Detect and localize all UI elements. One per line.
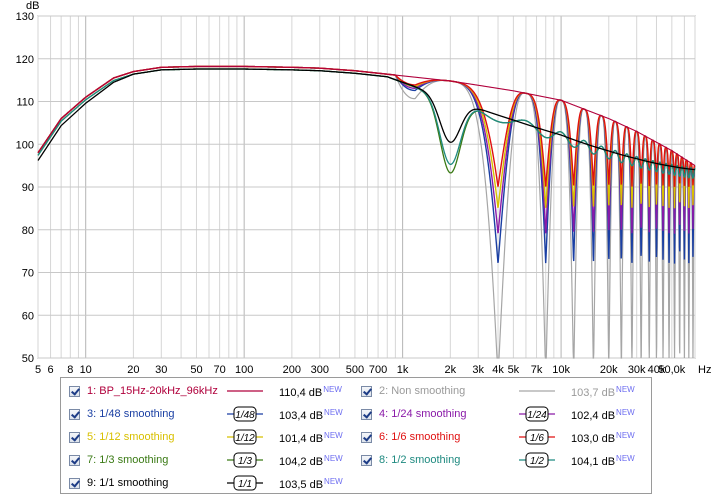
series-toggle-checkbox[interactable] <box>361 386 372 397</box>
legend-series-value: 103,0 dBNEW <box>571 431 635 445</box>
y-axis-unit-label: dB <box>26 0 39 12</box>
x-tick-label: 7k <box>531 364 543 375</box>
legend-series-name: 6: 1/6 smoothing <box>379 431 461 443</box>
series-toggle-checkbox[interactable] <box>69 478 80 489</box>
legend-line-symbol: 1/48 <box>227 406 263 422</box>
x-tick-label: 10 <box>80 364 92 375</box>
series-toggle-checkbox[interactable] <box>69 455 80 466</box>
new-badge: NEW <box>324 477 343 486</box>
legend-series-name: 8: 1/2 smoothing <box>379 454 461 466</box>
frequency-response-chart: 5 6 8 10 20 30 50 70 100 200 300 500 700 1k 2k 3k 4k 5k 7k… <box>16 0 712 375</box>
legend-series-name: 9: 1/1 smoothing <box>87 477 169 489</box>
x-tick-label: 5k <box>508 364 520 375</box>
series-toggle-checkbox[interactable] <box>69 409 80 420</box>
x-tick-label: 3k <box>472 364 484 375</box>
legend-symbol-label: 1/24 <box>527 410 547 421</box>
legend-series-value: 104,1 dBNEW <box>571 454 635 468</box>
x-axis-ticks: 5 6 8 10 20 30 50 70 100 200 300 500 700 1k 2k 3k 4k 5k 7k… <box>35 364 712 375</box>
y-tick-label: 80 <box>22 225 34 237</box>
x-tick-label: 5 <box>35 364 41 375</box>
y-tick-label: 50 <box>22 353 34 365</box>
new-badge: NEW <box>616 431 635 440</box>
legend: 1: BP_15Hz-20kHz_96kHz 110,4 dBNEW 2: Non … <box>60 377 652 494</box>
legend-symbol-label: 1/3 <box>238 456 252 467</box>
legend-line-symbol: 1/6 <box>519 429 555 445</box>
legend-symbol-label: 1/6 <box>530 433 544 444</box>
new-badge: NEW <box>324 408 343 417</box>
y-tick-label: 60 <box>22 310 34 322</box>
x-tick-label: 700 <box>369 364 387 375</box>
y-tick-label: 90 <box>22 182 34 194</box>
x-tick-label: 40k <box>648 364 666 375</box>
x-tick-label: 20k <box>600 364 618 375</box>
legend-series-name: 1: BP_15Hz-20kHz_96kHz <box>87 385 218 397</box>
y-tick-label: 100 <box>16 139 34 151</box>
legend-series-value: 101,4 dBNEW <box>279 431 343 445</box>
x-tick-label: 30k <box>628 364 646 375</box>
new-badge: NEW <box>323 385 342 394</box>
new-badge: NEW <box>324 454 343 463</box>
series-toggle-checkbox[interactable] <box>361 409 372 420</box>
x-tick-label: 10k <box>552 364 570 375</box>
legend-series-name: 5: 1/12 smoothing <box>87 431 175 443</box>
legend-series-value: 102,4 dBNEW <box>571 408 635 422</box>
x-axis-unit-label: Hz <box>698 364 711 375</box>
legend-line-symbol: 1/24 <box>519 406 555 422</box>
new-badge: NEW <box>616 408 635 417</box>
legend-symbol-label: 1/48 <box>235 410 255 421</box>
legend-series-value: 103,4 dBNEW <box>279 408 343 422</box>
legend-line-symbol: 1/1 <box>227 475 263 491</box>
legend-line-symbol: 1/12 <box>227 429 263 445</box>
x-tick-label: 4k <box>492 364 504 375</box>
legend-series-value: 110,4 dBNEW <box>279 385 342 399</box>
x-tick-label: 100 <box>235 364 253 375</box>
legend-line-symbol <box>227 390 263 392</box>
legend-series-name: 7: 1/3 smoothing <box>87 454 169 466</box>
series-line-1-1 <box>37 68 695 171</box>
series-toggle-checkbox[interactable] <box>69 432 80 443</box>
x-tick-label: 50,0k <box>658 364 685 375</box>
x-tick-label: 500 <box>346 364 364 375</box>
legend-series-name: 2: Non smoothing <box>379 385 466 397</box>
series-toggle-checkbox[interactable] <box>361 455 372 466</box>
legend-series-value: 103,7 dBNEW <box>571 385 635 399</box>
series-toggle-checkbox[interactable] <box>69 386 80 397</box>
x-tick-label: 200 <box>283 364 301 375</box>
legend-series-value: 104,2 dBNEW <box>279 454 343 468</box>
series-layer <box>37 65 696 359</box>
series-toggle-checkbox[interactable] <box>361 432 372 443</box>
y-tick-label: 130 <box>16 11 34 23</box>
x-tick-label: 20 <box>127 364 139 375</box>
legend-line-symbol <box>519 390 555 392</box>
legend-symbol-label: 1/12 <box>235 433 255 444</box>
x-tick-label: 8 <box>67 364 73 375</box>
x-tick-label: 300 <box>311 364 329 375</box>
new-badge: NEW <box>616 385 635 394</box>
y-axis-ticks: 50 60 70 80 90 100 110 120 130 <box>16 11 34 365</box>
legend-symbol-label: 1/1 <box>238 479 252 490</box>
legend-line-symbol: 1/2 <box>519 452 555 468</box>
x-tick-label: 6 <box>47 364 53 375</box>
legend-symbol-label: 1/2 <box>530 456 544 467</box>
y-tick-label: 120 <box>16 54 34 66</box>
legend-line-symbol: 1/3 <box>227 452 263 468</box>
x-tick-label: 70 <box>213 364 225 375</box>
series-line-bp-15hz-20khz <box>37 65 696 166</box>
x-tick-label: 50 <box>190 364 202 375</box>
x-tick-label: 1k <box>397 364 409 375</box>
legend-series-value: 103,5 dBNEW <box>279 477 343 491</box>
x-tick-label: 2k <box>445 364 457 375</box>
legend-series-name: 3: 1/48 smoothing <box>87 408 175 420</box>
new-badge: NEW <box>324 431 343 440</box>
y-tick-label: 70 <box>22 268 34 280</box>
new-badge: NEW <box>616 454 635 463</box>
y-tick-label: 110 <box>16 97 34 109</box>
legend-series-name: 4: 1/24 smoothing <box>379 408 467 420</box>
x-tick-label: 30 <box>155 364 167 375</box>
